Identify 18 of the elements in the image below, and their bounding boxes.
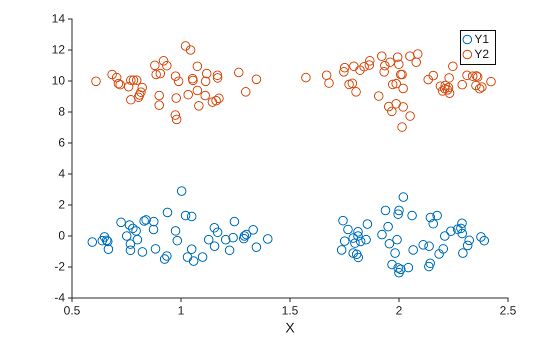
y-tick-label: 10	[52, 73, 66, 88]
y-tick-label: 2	[58, 197, 66, 212]
x-tick-label: 2	[396, 304, 403, 318]
x-tick-label: 1.5	[282, 304, 299, 318]
x-tick-label: 0.5	[64, 304, 81, 318]
y-tick-label: 0	[58, 228, 66, 242]
y-tick-label: 12	[52, 42, 66, 56]
x-axis-title: X	[285, 319, 296, 336]
x-tick-label: 2.5	[500, 304, 517, 318]
legend-label: Y1	[474, 32, 490, 46]
y-tick-label: 6	[58, 135, 66, 150]
y-tick-label: -4	[54, 290, 66, 304]
y-tick-label: 14	[52, 11, 66, 26]
y-tick-label: -2	[54, 259, 66, 274]
legend-label: Y2	[474, 46, 490, 61]
y-tick-label: 8	[58, 104, 66, 118]
y-tick-label: 4	[58, 166, 66, 180]
x-tick-label: 1	[178, 304, 185, 318]
